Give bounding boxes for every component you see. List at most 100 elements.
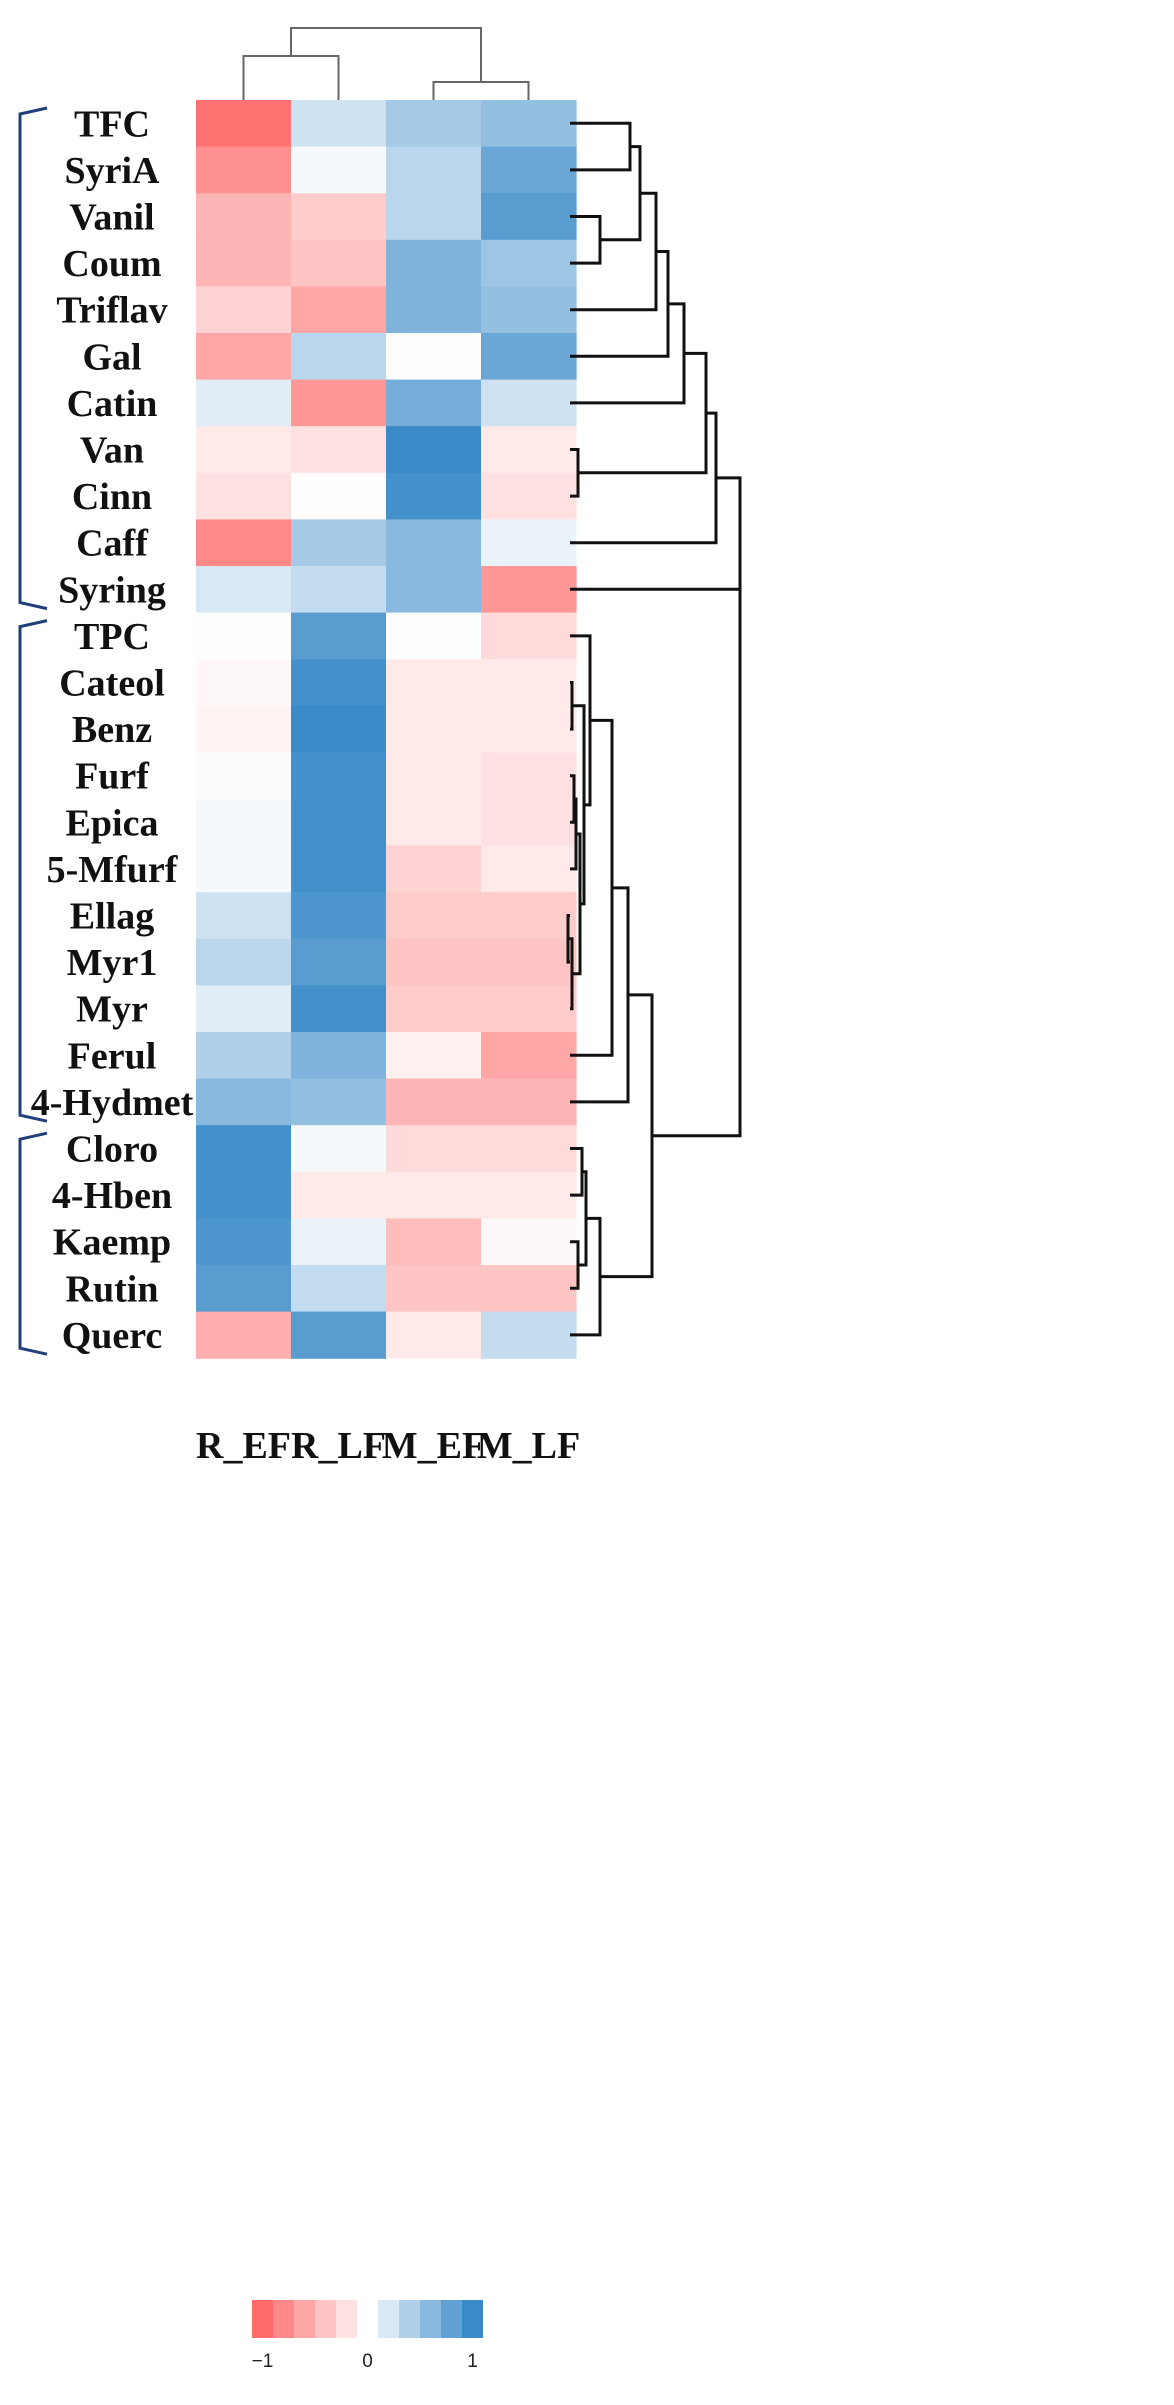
row-dendrogram-branch bbox=[652, 533, 742, 1138]
legend-swatch bbox=[336, 2300, 357, 2338]
heatmap-cell bbox=[291, 612, 387, 660]
legend-tick-label: 1 bbox=[467, 2351, 478, 2372]
heatmap-cell bbox=[196, 705, 292, 753]
heatmap-cell bbox=[196, 1311, 292, 1359]
heatmap-cell bbox=[196, 1032, 292, 1080]
column-label: R_LF bbox=[291, 1425, 386, 1467]
heatmap-cell bbox=[196, 239, 292, 287]
column-label: M_LF bbox=[477, 1425, 580, 1467]
row-label: Myr1 bbox=[67, 942, 158, 984]
heatmap-cell bbox=[481, 379, 577, 427]
column-dendrogram-branch bbox=[290, 27, 482, 82]
heatmap-cell bbox=[291, 1032, 387, 1080]
row-label: Benz bbox=[72, 709, 152, 751]
heatmap-cell bbox=[196, 892, 292, 940]
heatmap-cell bbox=[386, 519, 482, 567]
heatmap-cell bbox=[481, 426, 577, 474]
heatmap-cell bbox=[291, 799, 387, 847]
heatmap-cell bbox=[386, 333, 482, 381]
heatmap-cells bbox=[196, 100, 577, 1359]
heatmap-cell bbox=[196, 286, 292, 334]
heatmap-cell bbox=[386, 752, 482, 800]
heatmap-cell bbox=[481, 333, 577, 381]
heatmap-cell bbox=[291, 659, 387, 707]
row-label: Cateol bbox=[59, 663, 165, 705]
heatmap-cell bbox=[481, 519, 577, 567]
row-label: TPC bbox=[74, 616, 150, 658]
legend-swatch bbox=[252, 2300, 273, 2338]
heatmap-cell bbox=[291, 1171, 387, 1219]
row-label: Querc bbox=[62, 1315, 163, 1357]
column-label: M_EF bbox=[382, 1425, 485, 1467]
heatmap-cell bbox=[291, 146, 387, 194]
heatmap-cell bbox=[196, 1125, 292, 1173]
heatmap-cell bbox=[386, 566, 482, 614]
heatmap-cell bbox=[481, 193, 577, 241]
heatmap-cell bbox=[291, 333, 387, 381]
legend-tick-label: 0 bbox=[362, 2351, 373, 2372]
row-label: Ferul bbox=[68, 1035, 157, 1077]
row-label: Gal bbox=[82, 336, 141, 378]
heatmap-cell bbox=[196, 333, 292, 381]
heatmap-cell bbox=[196, 1171, 292, 1219]
row-label: Cinn bbox=[72, 476, 152, 518]
legend-swatch bbox=[357, 2300, 378, 2338]
heatmap-cell bbox=[291, 286, 387, 334]
heatmap-cell bbox=[196, 472, 292, 520]
row-label: Epica bbox=[66, 802, 159, 844]
heatmap-cell bbox=[291, 472, 387, 520]
heatmap-cell bbox=[386, 845, 482, 893]
heatmap-cell bbox=[481, 1032, 577, 1080]
heatmap-cell bbox=[386, 799, 482, 847]
row-dendrogram-branch bbox=[578, 351, 708, 475]
cluster-brackets bbox=[18, 106, 48, 1356]
heatmap-cell bbox=[386, 985, 482, 1033]
row-label: TFC bbox=[74, 103, 150, 145]
row-label: 4-Hben bbox=[52, 1175, 172, 1217]
heatmap-cell bbox=[386, 938, 482, 986]
row-label: 5-Mfurf bbox=[47, 849, 179, 891]
heatmap-cell bbox=[386, 1218, 482, 1266]
row-label: Myr bbox=[76, 989, 148, 1031]
row-label: Catin bbox=[67, 383, 158, 425]
heatmap-cell bbox=[386, 472, 482, 520]
heatmap-cell bbox=[481, 1125, 577, 1173]
heatmap-cell bbox=[386, 239, 482, 287]
heatmap-cell bbox=[291, 1078, 387, 1126]
column-dendrogram-branch bbox=[432, 81, 530, 100]
heatmap-cell bbox=[481, 1218, 577, 1266]
heatmap-cell bbox=[291, 985, 387, 1033]
legend-tick-label: −1 bbox=[252, 2351, 274, 2372]
heatmap-cell bbox=[481, 239, 577, 287]
row-label: Syring bbox=[58, 569, 166, 611]
heatmap-cell bbox=[291, 100, 387, 148]
heatmap-cell bbox=[291, 519, 387, 567]
column-dendrogram-branch bbox=[242, 55, 340, 100]
row-dendrogram-branch bbox=[570, 191, 658, 312]
row-label: Triflav bbox=[56, 290, 167, 332]
heatmap-cell bbox=[196, 566, 292, 614]
heatmap-cell bbox=[481, 705, 577, 753]
heatmap-cell bbox=[481, 845, 577, 893]
heatmap-cell bbox=[291, 845, 387, 893]
heatmap-cell bbox=[481, 1265, 577, 1313]
cluster-bracket bbox=[18, 1131, 48, 1356]
heatmap-cell bbox=[196, 752, 292, 800]
heatmap-cell bbox=[481, 659, 577, 707]
color-legend: −1 0 1 bbox=[252, 2300, 483, 2372]
heatmap-cell bbox=[291, 892, 387, 940]
column-label: R_EF bbox=[196, 1425, 291, 1467]
heatmap-cell bbox=[196, 1265, 292, 1313]
heatmap-cell bbox=[196, 659, 292, 707]
heatmap-cell bbox=[196, 146, 292, 194]
heatmap-cell bbox=[196, 100, 292, 148]
heatmap-cell bbox=[291, 752, 387, 800]
column-dendrogram bbox=[242, 27, 530, 100]
heatmap-cell bbox=[481, 1171, 577, 1219]
row-label: Coum bbox=[62, 243, 161, 285]
heatmap-cell bbox=[196, 193, 292, 241]
row-dendrogram-branch bbox=[600, 145, 642, 242]
